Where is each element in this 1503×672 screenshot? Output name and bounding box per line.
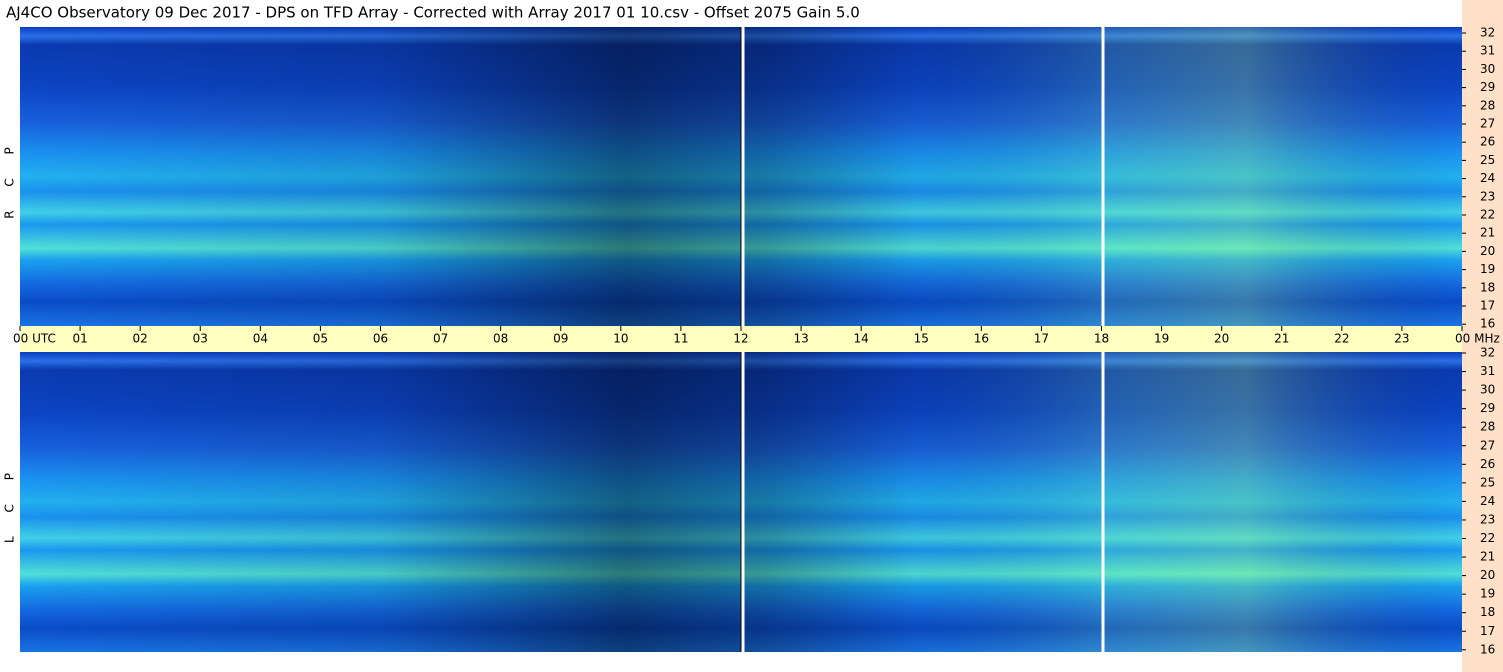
freq-label: 23: [1480, 512, 1495, 526]
freq-label: 29: [1480, 401, 1495, 415]
freq-label: 25: [1480, 153, 1495, 167]
time-label: 08: [493, 332, 508, 346]
freq-label: 27: [1480, 438, 1495, 452]
markers: [740, 27, 1105, 652]
time-label: 21: [1274, 332, 1289, 346]
time-label: 10: [613, 332, 628, 346]
time-label: 05: [313, 332, 328, 346]
time-label: 00 MHz: [1455, 332, 1500, 346]
freq-label: 16: [1480, 642, 1495, 656]
time-label: 19: [1154, 332, 1169, 346]
panel-label: L C P: [3, 463, 17, 543]
time-label: 00 UTC: [13, 332, 56, 346]
freq-label: 22: [1480, 531, 1495, 545]
freq-label: 20: [1480, 568, 1495, 582]
window-title: AJ4CO Observatory 09 Dec 2017 - DPS on T…: [6, 4, 860, 22]
freq-label: 19: [1480, 262, 1495, 276]
time-label: 16: [974, 332, 989, 346]
freq-label: 21: [1480, 550, 1495, 564]
time-label: 02: [133, 332, 148, 346]
time-label: 20: [1214, 332, 1229, 346]
freq-label: 20: [1480, 244, 1495, 258]
time-label: 18: [1094, 332, 1109, 346]
freq-label: 24: [1480, 494, 1495, 508]
time-label: 13: [793, 332, 808, 346]
time-label: 14: [854, 332, 869, 346]
time-label: 11: [673, 332, 688, 346]
freq-label: 31: [1480, 364, 1495, 378]
freq-label: 25: [1480, 475, 1495, 489]
time-label: 17: [1034, 332, 1049, 346]
time-label: 23: [1394, 332, 1409, 346]
freq-label: 22: [1480, 208, 1495, 222]
freq-label: 28: [1480, 98, 1495, 112]
freq-label: 28: [1480, 420, 1495, 434]
time-label: 03: [193, 332, 208, 346]
panel-label: R C P: [3, 137, 17, 219]
time-label: 12: [733, 332, 748, 346]
time-label: 22: [1334, 332, 1349, 346]
time-label: 06: [373, 332, 388, 346]
freq-label: 27: [1480, 117, 1495, 131]
freq-label: 26: [1480, 457, 1495, 471]
freq-label: 30: [1480, 62, 1495, 76]
time-label: 04: [253, 332, 268, 346]
freq-label: 32: [1480, 26, 1495, 40]
freq-label: 16: [1480, 317, 1495, 331]
time-label: 15: [914, 332, 929, 346]
freq-label: 19: [1480, 587, 1495, 601]
freq-label: 31: [1480, 44, 1495, 58]
freq-label: 18: [1480, 605, 1495, 619]
time-label: 09: [553, 332, 568, 346]
time-label: 07: [433, 332, 448, 346]
freq-label: 29: [1480, 80, 1495, 94]
freq-label: 21: [1480, 226, 1495, 240]
freq-label: 26: [1480, 135, 1495, 149]
freq-label: 18: [1480, 280, 1495, 294]
freq-label: 17: [1480, 299, 1495, 313]
freq-label: 23: [1480, 189, 1495, 203]
freq-label: 30: [1480, 383, 1495, 397]
freq-label: 24: [1480, 171, 1495, 185]
freq-strip: [1462, 0, 1503, 672]
freq-label: 32: [1480, 346, 1495, 360]
time-label: 01: [72, 332, 87, 346]
freq-label: 17: [1480, 624, 1495, 638]
